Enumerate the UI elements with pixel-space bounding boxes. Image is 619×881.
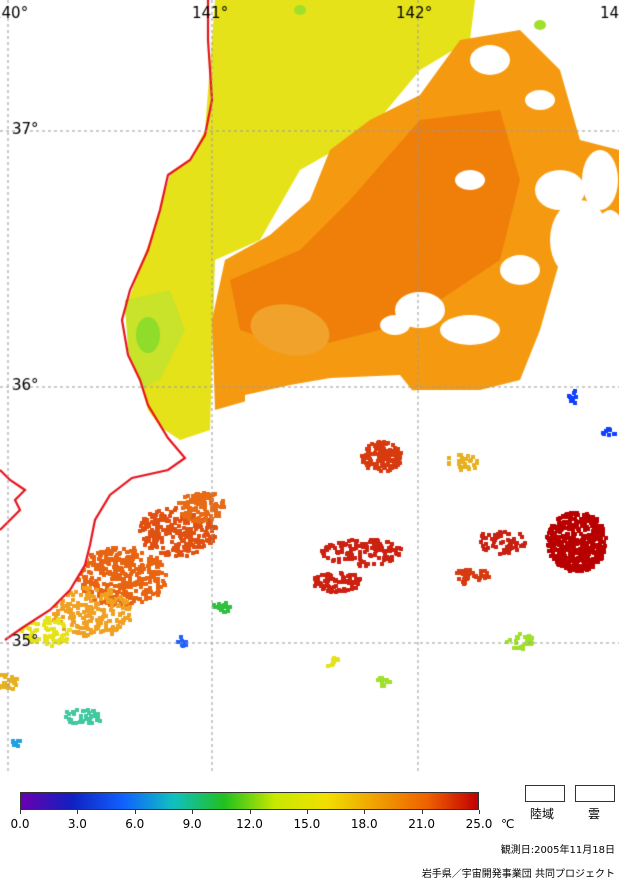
colorbar-tick xyxy=(77,810,79,814)
temperature-colorbar xyxy=(20,792,479,810)
sea-surface-temperature-map xyxy=(0,0,619,772)
colorbar-tick-label: 21.0 xyxy=(408,817,435,831)
colorbar-tick-label: 3.0 xyxy=(67,817,87,831)
colorbar-tick-label: 12.0 xyxy=(236,817,263,831)
colorbar-tick xyxy=(134,810,136,814)
colorbar-tick xyxy=(249,810,251,814)
colorbar-tick-label: 18.0 xyxy=(350,817,378,831)
colorbar-tick xyxy=(364,810,366,814)
observation-date: 観測日:2005年11月18日 xyxy=(500,845,615,856)
land-swatch xyxy=(525,785,565,802)
land-label: 陸域 xyxy=(530,807,555,821)
colorbar-tick xyxy=(306,810,308,814)
colorbar-tick xyxy=(192,810,194,814)
colorbar-tick xyxy=(421,810,423,814)
credit-text: 岩手県／宇宙開発事業団 共同プロジェクト xyxy=(421,869,615,880)
cloud-swatch xyxy=(575,785,615,802)
colorbar-tick xyxy=(479,810,480,814)
colorbar-tick-label: 15.0 xyxy=(293,817,321,831)
colorbar-tick-label: 9.0 xyxy=(182,817,202,831)
unit-label: ℃ xyxy=(501,817,515,831)
colorbar-tick-label: 0.0 xyxy=(10,817,30,831)
legend: 0.0 3.0 6.0 9.0 12.0 15.0 18.0 21.0 25.0 ℃ 陸域 雲 … xyxy=(0,772,619,881)
cloud-label: 雲 xyxy=(588,807,601,821)
colorbar-tick xyxy=(20,810,21,814)
colorbar-tick-label: 6.0 xyxy=(125,817,145,831)
colorbar-tick-label: 25.0 xyxy=(465,817,493,831)
